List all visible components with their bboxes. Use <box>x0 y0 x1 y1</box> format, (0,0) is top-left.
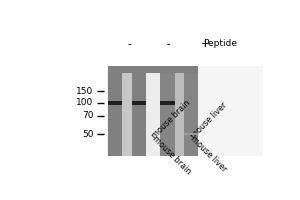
Text: -: - <box>167 39 171 49</box>
Bar <box>146 66 160 156</box>
Text: +: + <box>201 39 209 49</box>
Text: mouse liver: mouse liver <box>189 134 228 174</box>
Text: mouse brain: mouse brain <box>150 134 192 176</box>
Text: mouse liver: mouse liver <box>189 100 228 140</box>
Text: -: - <box>128 39 131 49</box>
Bar <box>108 66 122 156</box>
Text: Peptide: Peptide <box>203 39 237 48</box>
Text: 100: 100 <box>76 98 93 107</box>
Bar <box>108 101 122 105</box>
Bar <box>160 101 175 105</box>
Text: 70: 70 <box>82 111 93 120</box>
Bar <box>107 66 263 156</box>
Bar <box>132 66 145 156</box>
Text: 50: 50 <box>82 130 93 139</box>
Text: 150: 150 <box>76 87 93 96</box>
Text: mouse brain: mouse brain <box>150 98 192 140</box>
Bar <box>132 101 145 105</box>
Bar <box>184 133 198 135</box>
Bar <box>184 66 198 156</box>
Bar <box>108 66 198 73</box>
Bar <box>160 66 175 156</box>
Bar <box>175 66 184 156</box>
Bar <box>122 66 132 156</box>
